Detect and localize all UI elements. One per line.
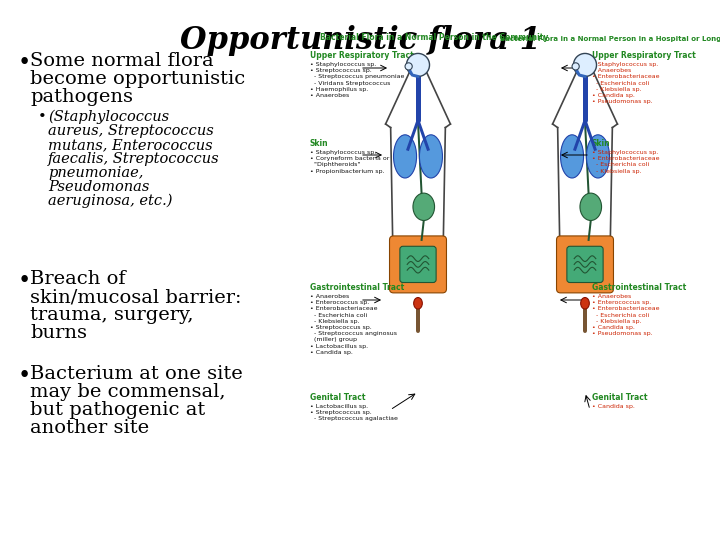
Text: aureus, Streptococcus: aureus, Streptococcus — [48, 124, 214, 138]
FancyBboxPatch shape — [390, 236, 446, 293]
Text: but pathogenic at: but pathogenic at — [30, 401, 205, 419]
Text: burns: burns — [30, 324, 87, 342]
Ellipse shape — [580, 193, 601, 220]
Text: Gastrointestinal Tract: Gastrointestinal Tract — [310, 283, 404, 292]
Text: Upper Respiratory Tract: Upper Respiratory Tract — [310, 51, 414, 60]
Text: another site: another site — [30, 419, 149, 437]
Text: Upper Respiratory Tract: Upper Respiratory Tract — [592, 51, 696, 60]
Text: Skin: Skin — [592, 139, 611, 148]
Ellipse shape — [420, 135, 443, 178]
Text: pathogens: pathogens — [30, 88, 133, 106]
Text: may be commensal,: may be commensal, — [30, 383, 225, 401]
Text: trauma, surgery,: trauma, surgery, — [30, 306, 194, 324]
Text: Pseudomonas: Pseudomonas — [48, 180, 149, 194]
Text: • Candida sp.: • Candida sp. — [592, 404, 635, 409]
Text: •: • — [38, 110, 47, 124]
Ellipse shape — [414, 298, 423, 309]
Ellipse shape — [587, 135, 609, 178]
Ellipse shape — [560, 135, 583, 178]
Circle shape — [405, 63, 413, 70]
Text: • Anaerobes
• Enterococcus sp.
• Enterobacteriaceae
  - Escherichia coli
  - Kle: • Anaerobes • Enterococcus sp. • Enterob… — [592, 294, 660, 336]
Text: Bacterial Flora in a Normal Person in a Hospital or Long-term Care Facility: Bacterial Flora in a Normal Person in a … — [500, 36, 720, 42]
Circle shape — [574, 53, 596, 77]
Text: skin/mucosal barrier:: skin/mucosal barrier: — [30, 288, 241, 306]
Text: mutans, Enterococcus: mutans, Enterococcus — [48, 138, 212, 152]
Circle shape — [572, 63, 579, 70]
Text: become opportunistic: become opportunistic — [30, 70, 246, 88]
Text: Skin: Skin — [310, 139, 328, 148]
Ellipse shape — [580, 298, 590, 309]
Text: • Staphylococcus sp.
• Coryneform bacteria or
  "Diphtheroids"
• Propionibacteri: • Staphylococcus sp. • Coryneform bacter… — [310, 150, 390, 173]
Text: • Staphylococcus sp.
• Enterobacteriaceae
  - Escherichia coli
  - Klebsiella sp: • Staphylococcus sp. • Enterobacteriacea… — [592, 150, 660, 173]
Text: •: • — [18, 270, 31, 292]
Ellipse shape — [413, 193, 435, 220]
Text: • Staphylococcus sp.
• Anaerobes
• Enterobacteriaceae
  - Escherichia coli
  - K: • Staphylococcus sp. • Anaerobes • Enter… — [592, 62, 660, 104]
Text: Some normal flora: Some normal flora — [30, 52, 214, 70]
Text: Genital Tract: Genital Tract — [592, 393, 647, 402]
Text: Gastrointestinal Tract: Gastrointestinal Tract — [592, 283, 686, 292]
Text: • Lactobacillus sp.
• Streptococcus sp.
  - Streptococcus agalactiae: • Lactobacillus sp. • Streptococcus sp. … — [310, 404, 398, 421]
Text: Bacterial Flora in a Normal Person in the Community: Bacterial Flora in a Normal Person in th… — [320, 33, 549, 42]
Circle shape — [407, 53, 430, 77]
Text: aeruginosa, etc.): aeruginosa, etc.) — [48, 194, 173, 208]
Text: • Staphylococcus sp.
• Streptococcus sp.
  - Streptococcus pneumoniae
  - Virida: • Staphylococcus sp. • Streptococcus sp.… — [310, 62, 405, 98]
Text: Breach of: Breach of — [30, 270, 125, 288]
Text: Bacterium at one site: Bacterium at one site — [30, 365, 243, 383]
FancyBboxPatch shape — [557, 236, 613, 293]
Ellipse shape — [394, 135, 417, 178]
FancyBboxPatch shape — [400, 246, 436, 282]
Text: (Staphylococcus: (Staphylococcus — [48, 110, 169, 124]
FancyBboxPatch shape — [567, 246, 603, 282]
Text: •: • — [18, 52, 31, 74]
Text: •: • — [18, 365, 31, 387]
Text: pneumoniae,: pneumoniae, — [48, 166, 143, 180]
Text: Genital Tract: Genital Tract — [310, 393, 366, 402]
Text: Opportunistic flora 1: Opportunistic flora 1 — [179, 25, 541, 56]
Text: • Anaerobes
• Enterococcus sp.
• Enterobacteriaceae
  - Escherichia coli
  - Kle: • Anaerobes • Enterococcus sp. • Enterob… — [310, 294, 397, 355]
Text: faecalis, Streptococcus: faecalis, Streptococcus — [48, 152, 220, 166]
